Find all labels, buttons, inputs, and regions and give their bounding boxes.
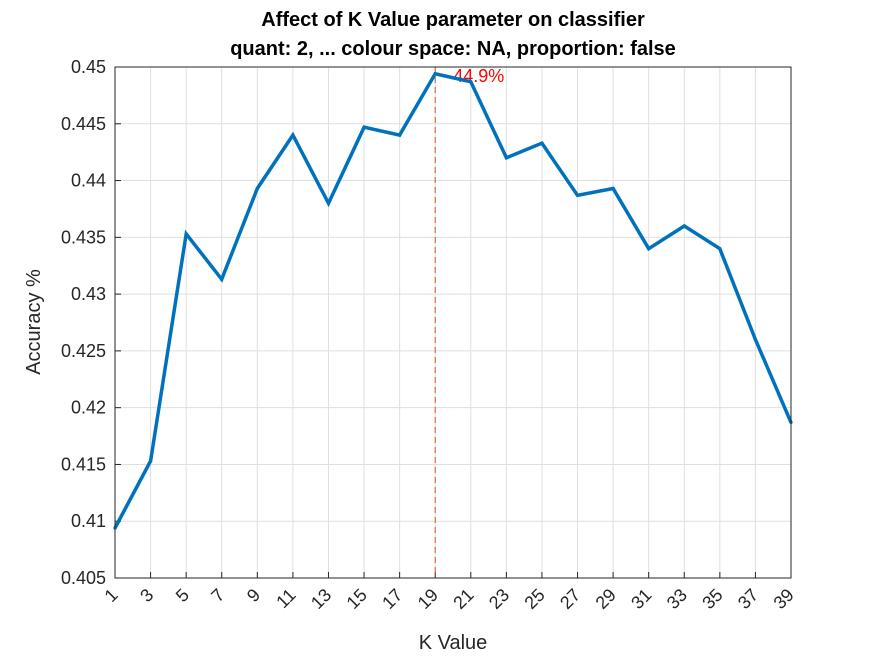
data-point xyxy=(647,247,651,251)
data-point xyxy=(682,224,686,228)
data-point xyxy=(398,133,402,137)
data-point xyxy=(469,80,473,84)
data-point xyxy=(504,156,508,160)
y-tick-label: 0.445 xyxy=(61,114,106,134)
y-tick-label: 0.425 xyxy=(61,341,106,361)
y-tick-label: 0.43 xyxy=(71,284,106,304)
data-point xyxy=(433,72,437,76)
data-point xyxy=(326,201,331,205)
data-point xyxy=(540,141,544,145)
y-tick-label: 0.44 xyxy=(71,171,106,191)
y-axis-label: Accuracy % xyxy=(23,269,45,375)
data-point xyxy=(148,459,153,463)
y-tick-label: 0.435 xyxy=(61,227,106,247)
data-point xyxy=(220,277,224,281)
data-point xyxy=(184,232,188,236)
plot-border xyxy=(114,66,792,579)
data-point xyxy=(718,247,722,251)
y-tick-label: 0.405 xyxy=(61,568,106,588)
y-tick-label: 0.41 xyxy=(71,511,106,531)
data-point xyxy=(255,186,259,191)
y-tick-label: 0.415 xyxy=(61,454,106,474)
y-tick-label: 0.45 xyxy=(71,57,106,77)
accuracy-series-line xyxy=(113,71,793,529)
data-point xyxy=(611,186,615,191)
x-axis-label: K Value xyxy=(419,632,488,654)
data-point xyxy=(575,193,580,197)
chart-title: Affect of K Value parameter on classifie… xyxy=(261,9,645,31)
y-tick-labels: 0.405 0.41 0.415 0.42 0.425 0.43 0.435 0.44 0.44… xyxy=(61,57,106,588)
chart-subtitle: quant: 2, ... colour space: NA, proporti… xyxy=(230,38,676,60)
plot-area xyxy=(115,67,791,578)
data-point xyxy=(362,125,366,129)
peak-annotation-label: 44.9% xyxy=(453,66,504,86)
y-tick-label: 0.42 xyxy=(71,398,106,418)
data-point xyxy=(291,133,295,137)
data-point xyxy=(753,337,758,342)
series-layer xyxy=(113,71,793,530)
